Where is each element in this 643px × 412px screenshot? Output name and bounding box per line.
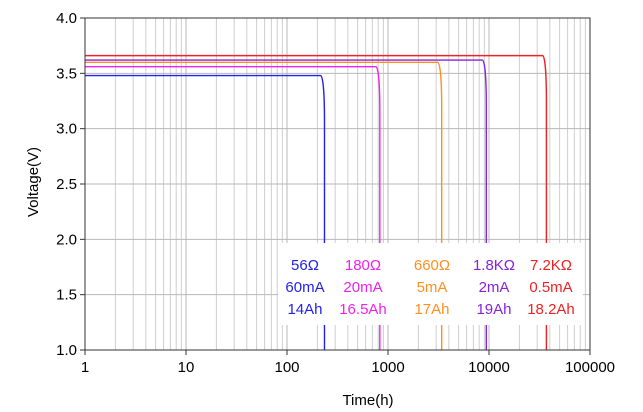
x-axis-label: Time(h) [342,392,393,409]
y-tick-label: 4.0 [56,10,77,27]
x-tick-label: 10 [178,359,195,376]
legend-entry: 17Ah [414,301,449,318]
series-line-1 [85,74,326,350]
x-tick-label: 100 [274,359,299,376]
legend-entry: 20mA [343,279,382,296]
legend-entry: 56Ω [291,257,319,274]
legend-entry: 0.5mA [529,279,572,296]
x-tick-label: 100000 [565,359,615,376]
x-tick-label: 1000 [371,359,404,376]
x-tick-label: 10000 [468,359,510,376]
x-tick-label: 1 [81,359,89,376]
series-line-4 [85,59,487,350]
legend-entry: 5mA [417,279,448,296]
legend-entry: 660Ω [414,257,450,274]
y-axis-label: Voltage(V) [25,147,42,217]
series-line-3 [85,61,443,350]
legend-entry: 16.5Ah [339,301,387,318]
y-tick-label: 3.5 [56,65,77,82]
y-axis-ticks: 1.0 1.5 2.0 2.5 3.0 3.5 4.0 [56,10,85,359]
series-line-5 [85,54,548,350]
legend-entry: 1.8KΩ [473,257,515,274]
legend-entry: 7.2KΩ [530,257,572,274]
y-tick-label: 1.5 [56,287,77,304]
legend-entry: 2mA [479,279,510,296]
y-tick-label: 1.0 [56,342,77,359]
x-axis-ticks: 1 10 100 1000 10000 100000 [81,350,615,376]
y-tick-label: 2.5 [56,176,77,193]
y-tick-label: 3.0 [56,121,77,138]
legend-background [278,243,583,325]
legend: 56Ω 60mA 14Ah 180Ω 20mA 16.5Ah 660Ω 5mA 17Ah 1.8K… [278,243,583,325]
series-line-2 [85,65,381,350]
legend-entry: 19Ah [476,301,511,318]
legend-entry: 14Ah [287,301,322,318]
y-tick-label: 2.0 [56,231,77,248]
series-curves [85,54,548,350]
legend-entry: 18.2Ah [527,301,575,318]
legend-entry: 180Ω [345,257,381,274]
legend-entry: 60mA [285,279,324,296]
